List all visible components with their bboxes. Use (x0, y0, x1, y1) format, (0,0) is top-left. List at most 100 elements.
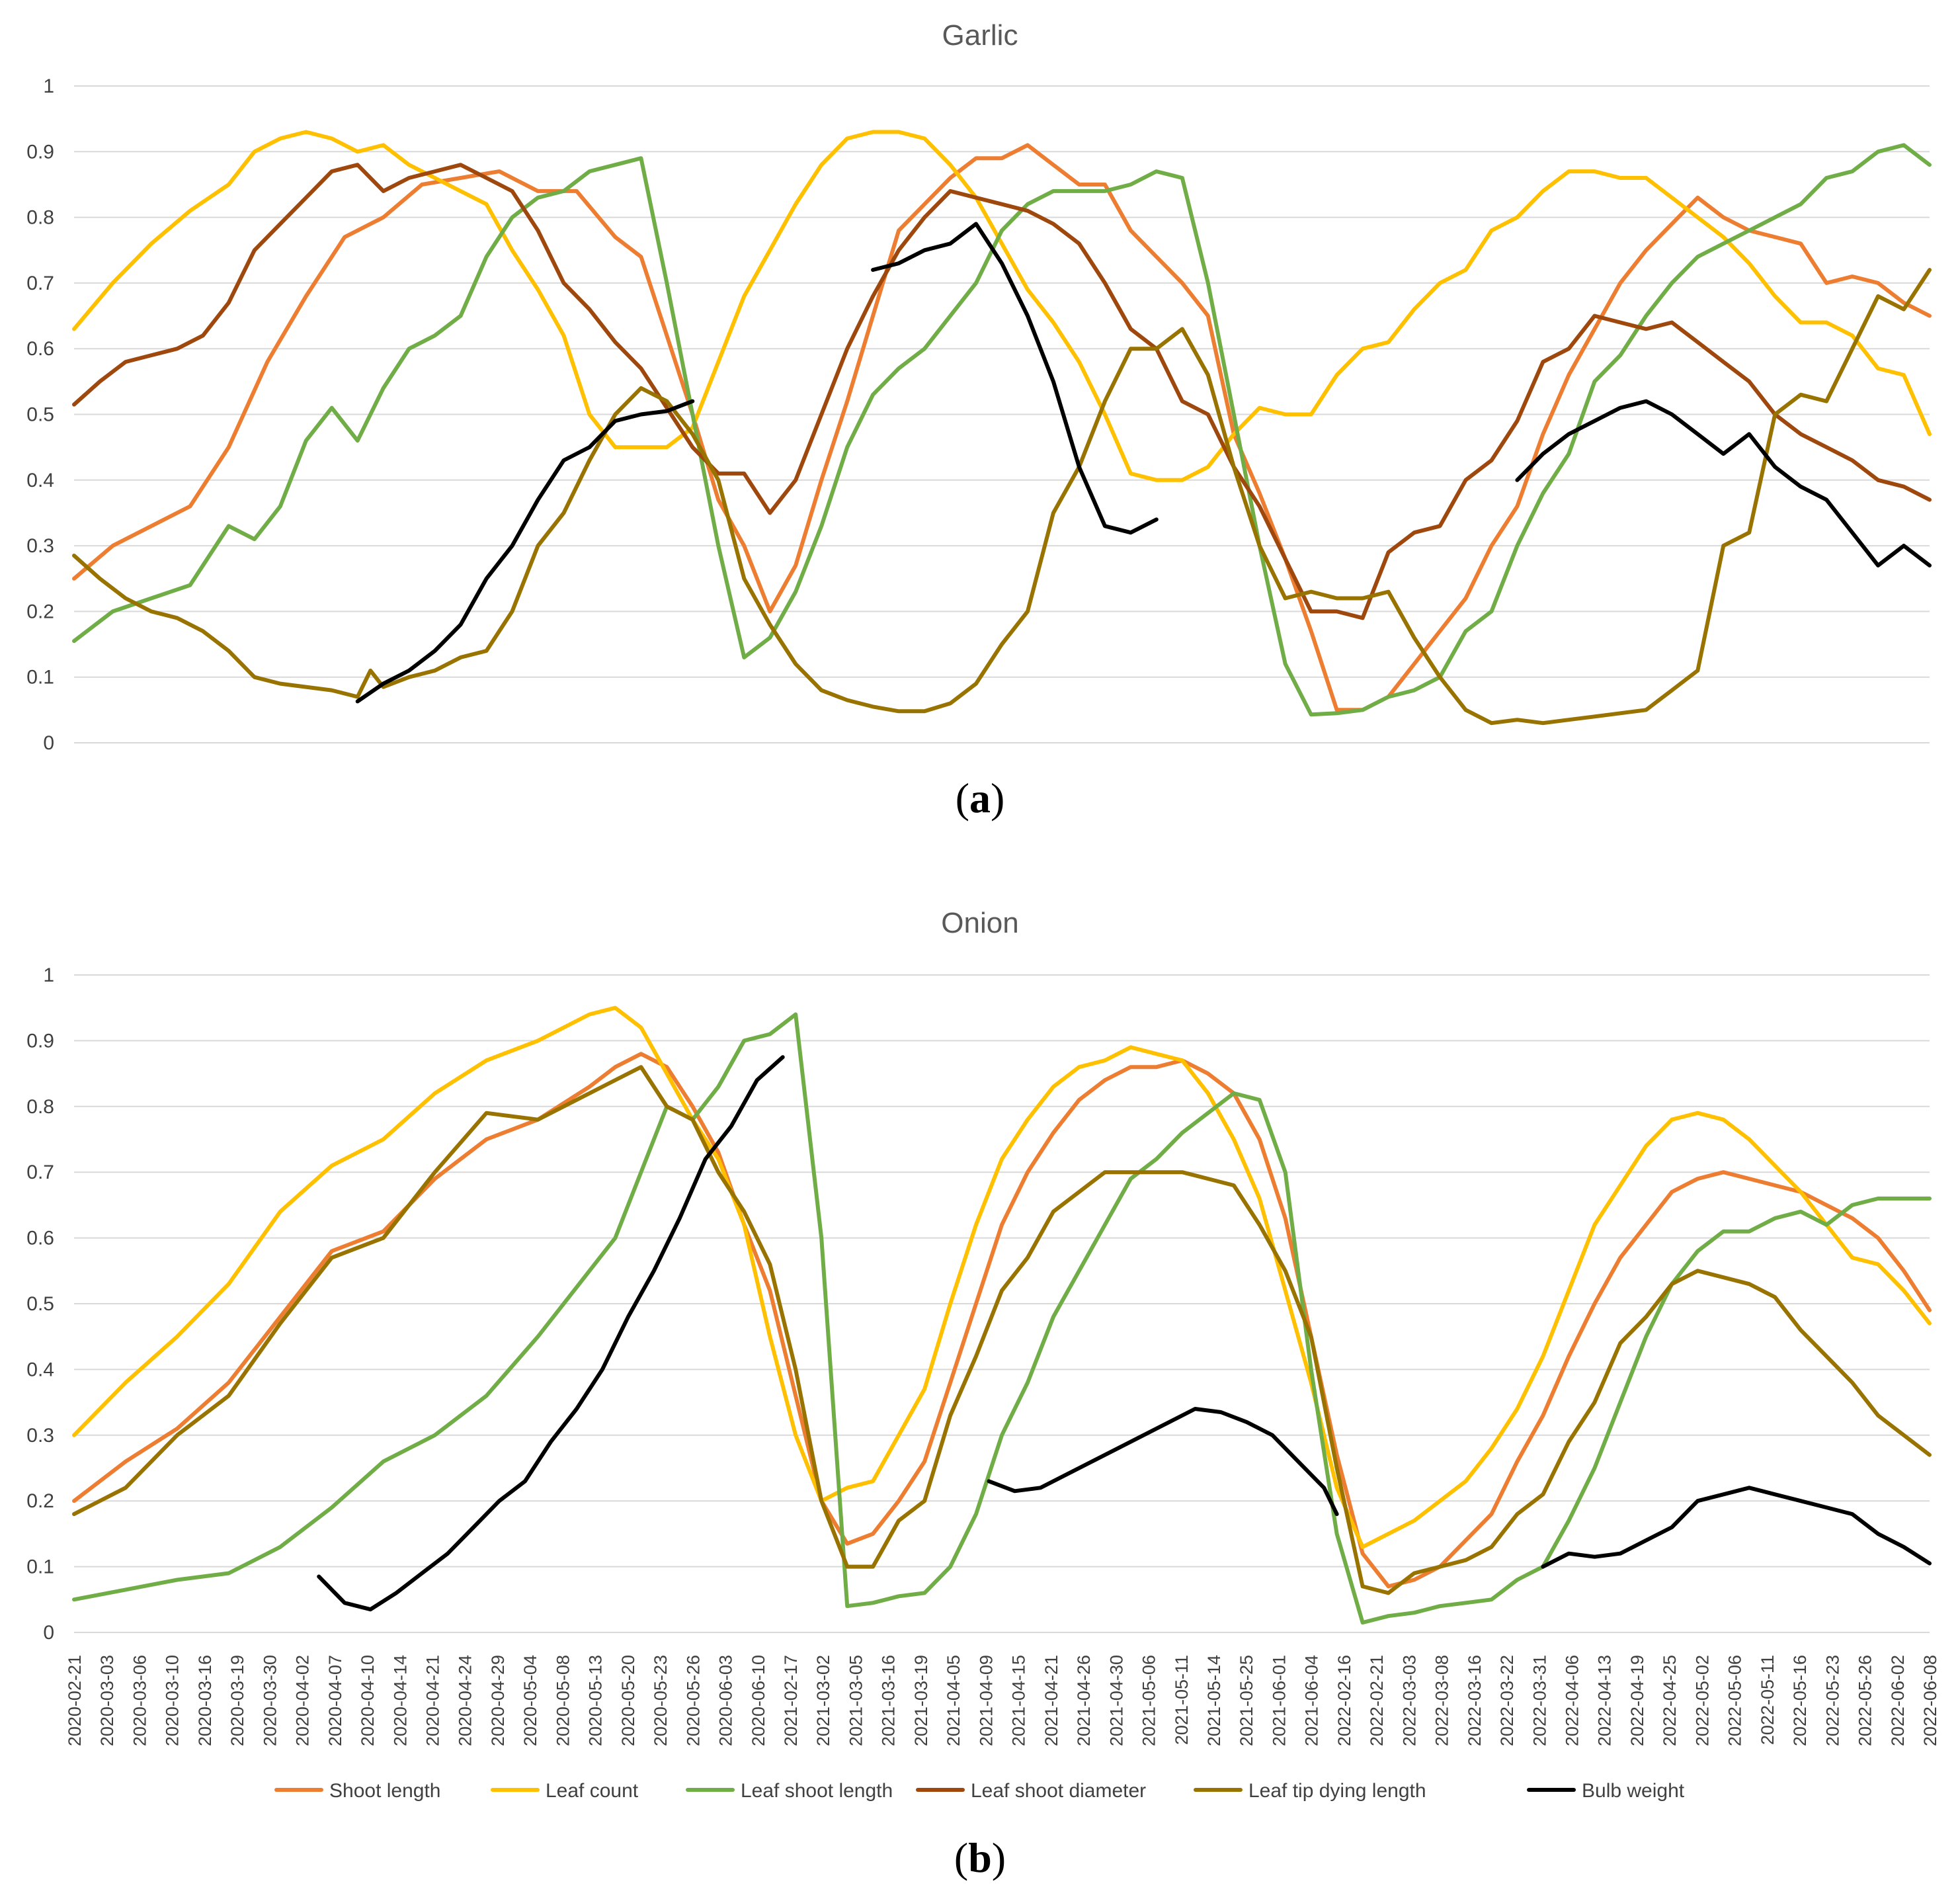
onion-x-tick-label: 2020-04-29 (488, 1655, 508, 1746)
onion-x-tick-label: 2020-05-26 (683, 1655, 703, 1746)
panel-label-b: (b) (954, 1834, 1006, 1881)
onion-x-tick-label: 2021-04-15 (1009, 1655, 1029, 1746)
onion-x-tick-label: 2022-05-26 (1856, 1655, 1875, 1746)
garlic-y-tick-label: 0.3 (26, 535, 54, 557)
onion-x-tick-label: 2021-04-30 (1106, 1655, 1126, 1746)
onion-x-tick-label: 2020-05-04 (520, 1655, 540, 1746)
onion-series-leaf-shoot-length (72, 1012, 1932, 1625)
garlic-series-leaf-shoot-length (72, 143, 1932, 717)
onion-x-tick-label: 2021-02-17 (781, 1655, 801, 1746)
garlic-y-tick-label: 0.9 (26, 141, 54, 163)
chart-garlic: Garlic 0 0.1 0.2 0.3 0.4 0.5 0.6 0.7 0.8 0.9 1 (a) (26, 19, 1932, 822)
onion-x-axis: 2020-02-21 2020-03-03 2020-03-06 2020-03-10… (65, 1655, 1940, 1746)
garlic-y-tick-label: 0.8 (26, 207, 54, 229)
onion-x-tick-label: 2022-04-13 (1595, 1655, 1615, 1746)
onion-x-tick-label: 2020-04-24 (456, 1655, 475, 1746)
onion-x-tick-label: 2021-04-26 (1074, 1655, 1094, 1746)
onion-x-tick-label: 2022-02-21 (1367, 1655, 1387, 1746)
onion-x-tick-label: 2021-05-25 (1237, 1655, 1256, 1746)
onion-x-tick-label: 2022-03-22 (1497, 1655, 1517, 1746)
garlic-y-tick-label: 0.6 (26, 338, 54, 360)
onion-x-tick-label: 2022-03-03 (1399, 1655, 1419, 1746)
onion-x-tick-label: 2022-04-25 (1660, 1655, 1680, 1746)
onion-x-tick-label: 2021-04-21 (1041, 1655, 1061, 1746)
onion-y-tick-label: 0.1 (26, 1556, 54, 1578)
onion-x-tick-label: 2022-04-06 (1562, 1655, 1582, 1746)
onion-x-tick-label: 2021-03-19 (911, 1655, 931, 1746)
onion-y-tick-label: 0.3 (26, 1425, 54, 1447)
onion-x-tick-label: 2020-02-21 (65, 1655, 85, 1746)
onion-x-tick-label: 2021-03-16 (879, 1655, 899, 1746)
onion-x-tick-label: 2021-04-09 (976, 1655, 996, 1746)
onion-x-tick-label: 2020-03-16 (195, 1655, 215, 1746)
onion-x-tick-label: 2022-03-31 (1530, 1655, 1549, 1746)
legend-label: Leaf count (546, 1780, 639, 1802)
onion-x-tick-label: 2020-03-10 (163, 1655, 183, 1746)
onion-y-tick-label: 0.5 (26, 1293, 54, 1315)
onion-x-tick-label: 2021-05-06 (1139, 1655, 1159, 1746)
onion-series (72, 1005, 1932, 1625)
onion-x-tick-label: 2021-05-11 (1172, 1655, 1192, 1745)
onion-x-tick-label: 2021-06-01 (1269, 1655, 1289, 1746)
garlic-y-tick-label: 0.2 (26, 601, 54, 622)
legend-label: Shoot length (329, 1780, 440, 1802)
garlic-series (72, 130, 1932, 726)
onion-x-tick-label: 2020-05-23 (651, 1655, 671, 1746)
onion-x-tick-label: 2022-05-11 (1758, 1655, 1777, 1745)
onion-x-tick-label: 2021-05-14 (1204, 1655, 1224, 1746)
garlic-series-leaf-tip-dying-length (72, 268, 1932, 726)
onion-grid (74, 974, 1930, 1633)
legend-label: Leaf shoot length (741, 1780, 893, 1802)
onion-y-tick-label: 0.2 (26, 1490, 54, 1512)
onion-x-tick-label: 2020-03-06 (130, 1655, 149, 1746)
chart-onion: Onion 0 0.1 0.2 0.3 0.4 0.5 0.6 0.7 0.8 0.9 1 2020… (26, 907, 1940, 1746)
onion-x-tick-label: 2022-05-23 (1822, 1655, 1842, 1746)
onion-x-tick-label: 2021-03-02 (813, 1655, 833, 1746)
onion-y-tick-label: 0.9 (26, 1030, 54, 1052)
onion-series-leaf-count (72, 1005, 1932, 1549)
onion-x-tick-label: 2022-05-06 (1725, 1655, 1745, 1746)
onion-x-tick-label: 2022-05-02 (1692, 1655, 1712, 1746)
garlic-series-leaf-count (72, 130, 1932, 482)
onion-x-tick-label: 2020-04-14 (390, 1655, 410, 1746)
onion-x-tick-label: 2020-04-21 (423, 1655, 443, 1746)
onion-x-tick-label: 2020-03-30 (260, 1655, 280, 1746)
onion-x-tick-label: 2020-04-02 (293, 1655, 313, 1746)
onion-x-tick-label: 2020-04-07 (325, 1655, 345, 1746)
onion-x-tick-label: 2021-03-05 (846, 1655, 866, 1746)
onion-y-tick-label: 1 (43, 964, 54, 986)
onion-x-tick-label: 2020-05-13 (586, 1655, 606, 1746)
onion-series-shoot-length (72, 1052, 1932, 1589)
onion-x-tick-label: 2022-03-08 (1432, 1655, 1452, 1746)
onion-series-bulb-weight (317, 1055, 1932, 1612)
onion-x-tick-label: 2021-04-05 (944, 1655, 963, 1746)
onion-x-tick-label: 2022-02-16 (1334, 1655, 1354, 1746)
panel-letter-b: b (968, 1834, 992, 1881)
chart-garlic-title: Garlic (942, 19, 1018, 52)
onion-x-tick-label: 2022-03-16 (1465, 1655, 1485, 1746)
onion-y-tick-label: 0.6 (26, 1228, 54, 1249)
onion-x-tick-label: 2020-04-10 (358, 1655, 378, 1746)
onion-x-tick-label: 2022-06-08 (1920, 1655, 1940, 1746)
onion-x-tick-label: 2020-03-19 (227, 1655, 247, 1746)
garlic-y-tick-label: 0 (43, 732, 54, 754)
onion-x-tick-label: 2022-06-02 (1888, 1655, 1908, 1746)
garlic-series-bulb-weight (355, 222, 1932, 704)
legend-label: Leaf shoot diameter (971, 1780, 1146, 1802)
garlic-y-tick-label: 0.5 (26, 404, 54, 426)
garlic-y-tick-label: 0.1 (26, 667, 54, 689)
onion-y-axis: 0 0.1 0.2 0.3 0.4 0.5 0.6 0.7 0.8 0.9 1 (26, 964, 54, 1644)
garlic-series-leaf-shoot-diameter (72, 163, 1932, 620)
onion-y-tick-label: 0.7 (26, 1161, 54, 1183)
legend-label: Bulb weight (1582, 1780, 1685, 1802)
onion-x-tick-label: 2020-06-03 (716, 1655, 736, 1746)
onion-x-tick-label: 2020-05-20 (618, 1655, 638, 1746)
onion-series-leaf-tip-dying-length (72, 1065, 1932, 1595)
onion-x-tick-label: 2020-06-10 (749, 1655, 768, 1746)
chart-onion-title: Onion (941, 907, 1018, 939)
legend-label: Leaf tip dying length (1248, 1780, 1426, 1802)
panel-letter-a: a (969, 775, 991, 822)
garlic-y-tick-label: 1 (43, 75, 54, 97)
onion-x-tick-label: 2020-05-08 (553, 1655, 573, 1746)
